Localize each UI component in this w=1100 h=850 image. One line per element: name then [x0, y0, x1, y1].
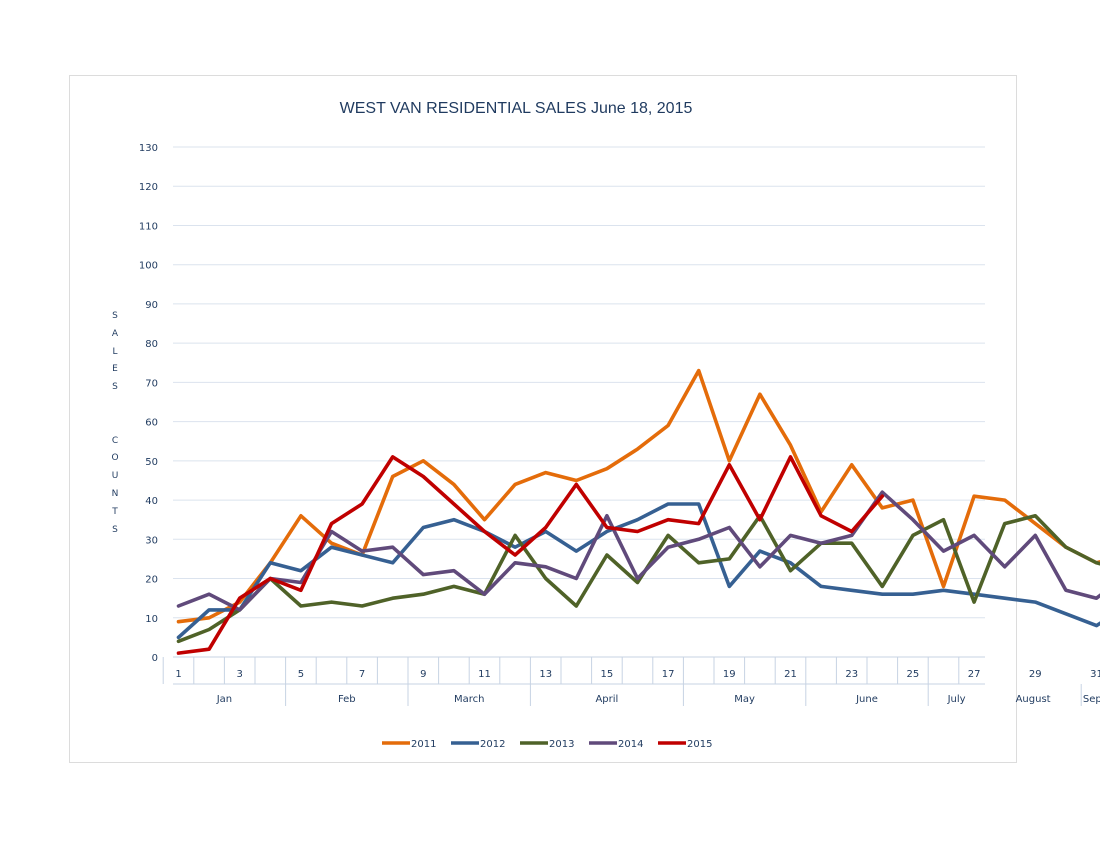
month-label: Jan: [216, 694, 232, 705]
legend-label-2015: 2015: [687, 739, 712, 750]
series-lines: [176, 368, 1100, 655]
x-tick-label: 9: [420, 669, 426, 680]
x-tick-label: 15: [601, 669, 614, 680]
x-tick-label: 29: [1029, 669, 1042, 680]
x-tick-label: 19: [723, 669, 736, 680]
y-tick-label: 50: [145, 457, 158, 468]
x-tick-label: 23: [845, 669, 858, 680]
month-label: June: [855, 694, 878, 705]
month-label: May: [734, 694, 755, 705]
x-tick-label: 25: [907, 669, 920, 680]
y-tick-label: 60: [145, 418, 158, 429]
series-line-2015: [176, 455, 885, 655]
legend-label-2012: 2012: [480, 739, 505, 750]
x-tick-label: 13: [539, 669, 552, 680]
gridlines: [173, 146, 985, 619]
x-tick-label: 1: [175, 669, 181, 680]
y-tick-label: 30: [145, 535, 158, 546]
x-tick-label: 7: [359, 669, 365, 680]
series-line-2012: [176, 502, 1100, 640]
legend-label-2014: 2014: [618, 739, 643, 750]
month-label: April: [595, 694, 618, 705]
y-tick-label: 120: [139, 182, 158, 193]
y-tick-label: 10: [145, 614, 158, 625]
y-tick-label: 40: [145, 496, 158, 507]
y-tick-label: 0: [152, 653, 158, 664]
y-axis-ticks: 0 10 20 30 40 50 60 70 80 90 100 110 120 130: [139, 143, 158, 664]
chart-frame: [69, 75, 1017, 763]
series-line-2013: [176, 514, 1100, 644]
legend-label-2011: 2011: [411, 739, 436, 750]
y-tick-label: 100: [139, 261, 158, 272]
x-tick-label: 5: [298, 669, 304, 680]
month-label: August: [1016, 694, 1051, 705]
month-label: Sept: [1083, 694, 1100, 705]
x-tick-label: 3: [237, 669, 243, 680]
y-tick-label: 90: [145, 300, 158, 311]
month-label: July: [947, 694, 966, 705]
legend: 2011 2012 2013 2014 2015: [382, 739, 712, 750]
series-line-2011: [176, 368, 1100, 624]
x-tick-label: 31: [1090, 669, 1100, 680]
y-axis-label: S A L E S C O U N T S: [111, 311, 119, 535]
chart-title: WEST VAN RESIDENTIAL SALES June 18, 2015: [339, 100, 693, 117]
x-tick-label: 11: [478, 669, 491, 680]
series-line-2014: [176, 490, 1100, 612]
y-tick-label: 130: [139, 143, 158, 154]
y-tick-label: 70: [145, 378, 158, 389]
legend-label-2013: 2013: [549, 739, 574, 750]
y-tick-label: 80: [145, 339, 158, 350]
x-tick-label: 21: [784, 669, 797, 680]
y-tick-label: 110: [139, 221, 158, 232]
month-label: March: [454, 694, 484, 705]
x-tick-label: 17: [662, 669, 675, 680]
y-tick-label: 20: [145, 575, 158, 586]
x-tick-label: 27: [968, 669, 981, 680]
x-axis: 1357911131517192123252729313335373941434…: [162, 656, 1100, 706]
month-label: Feb: [338, 694, 356, 705]
